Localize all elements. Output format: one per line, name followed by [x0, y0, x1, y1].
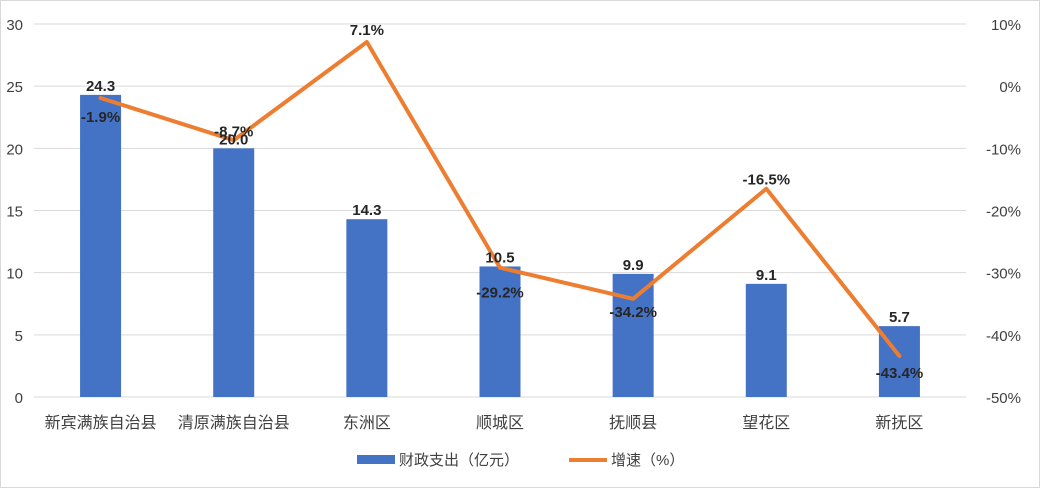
legend: 财政支出（亿元） 增速（%） — [357, 452, 684, 469]
x-category-label: 东洲区 — [343, 414, 391, 432]
y-left-tick-label: 20 — [6, 141, 23, 158]
line-point — [498, 266, 502, 270]
bar-series — [80, 94, 920, 398]
bar — [479, 266, 521, 397]
line-series — [98, 40, 902, 358]
bar-value-label: 9.1 — [756, 267, 777, 284]
bar-value-label: 14.3 — [352, 202, 381, 219]
x-category-label: 抚顺县 — [609, 414, 657, 432]
y-left-tick-label: 10 — [6, 266, 23, 283]
y-right-tick-label: -10% — [986, 141, 1021, 158]
y-left-tick-label: 30 — [6, 17, 23, 34]
y-left-tick-label: 5 — [15, 328, 23, 345]
bar-value-label: 10.5 — [485, 249, 514, 266]
line-value-label: -8.7% — [214, 123, 253, 140]
y-right-tick-label: -50% — [986, 390, 1021, 407]
y-left-tick-label: 25 — [6, 79, 23, 96]
x-category-label: 清原满族自治县 — [178, 414, 290, 432]
line-point — [764, 187, 768, 191]
bar-value-label: 20.0 — [219, 131, 248, 148]
line-point — [232, 138, 236, 142]
x-category-label: 新抚区 — [875, 414, 923, 432]
bar-value-label: 9.9 — [623, 257, 644, 274]
bar-value-label: 5.7 — [889, 309, 910, 326]
y-right-tick-label: -20% — [986, 204, 1021, 221]
legend-label-line: 增速（%） — [611, 452, 684, 469]
bar — [745, 283, 787, 397]
line-point — [99, 96, 103, 100]
bar — [346, 219, 388, 397]
legend-label-bar: 财政支出（亿元） — [399, 452, 519, 469]
bar — [213, 148, 255, 397]
x-category-label: 新宾满族自治县 — [45, 414, 157, 432]
line-value-label: -34.2% — [609, 304, 657, 321]
bar — [612, 273, 654, 397]
y-right-tick-label: 0% — [999, 79, 1021, 96]
x-category-label: 顺城区 — [476, 414, 524, 432]
line-value-label: -29.2% — [476, 285, 524, 302]
line-point — [897, 354, 901, 358]
line-point — [631, 297, 635, 301]
legend-swatch-bar — [357, 455, 395, 464]
axes: 0 5 10 15 20 25 30 -50% -40% -30% -20% -10% 0% 10% 新宾满… — [6, 17, 1021, 432]
bar-value-label: 24.3 — [86, 78, 115, 95]
line-value-label: -1.9% — [81, 109, 120, 126]
data-labels: 24.3 20.0 14.3 10.5 9.9 9.1 5.7 -1.9% -8.7% 7.1% -… — [81, 22, 923, 382]
x-category-label: 望花区 — [742, 414, 790, 432]
y-right-tick-label: 10% — [991, 17, 1021, 34]
y-left-tick-label: 0 — [15, 390, 23, 407]
line-value-label: 7.1% — [350, 22, 384, 39]
line-value-label: -16.5% — [743, 172, 791, 189]
y-left-tick-label: 15 — [6, 204, 23, 221]
bar — [80, 94, 122, 398]
line-value-label: -43.4% — [876, 365, 924, 382]
y-right-tick-label: -30% — [986, 266, 1021, 283]
y-right-tick-label: -40% — [986, 328, 1021, 345]
line-point — [365, 40, 369, 44]
